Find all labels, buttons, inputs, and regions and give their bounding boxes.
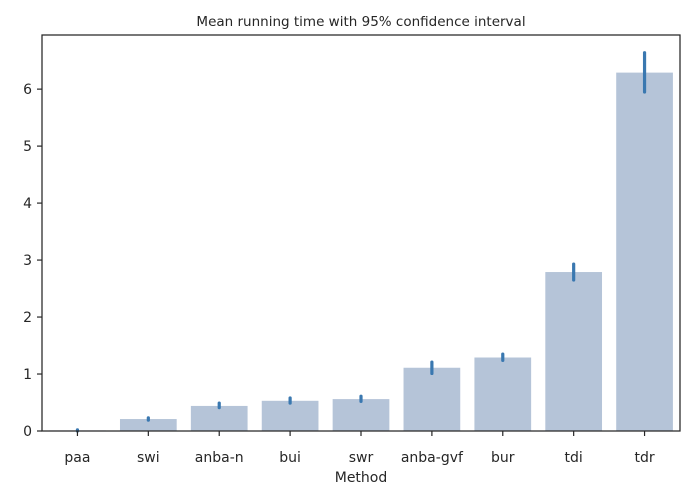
x-tick-label: bur <box>491 450 515 466</box>
x-tick-label: anba-n <box>195 450 244 466</box>
y-tick-label: 3 <box>23 253 32 269</box>
x-tick-label: swi <box>137 450 160 466</box>
error-bars-group <box>75 51 647 433</box>
y-tick-label: 5 <box>23 139 32 155</box>
bar-anba-n <box>190 405 248 431</box>
y-tick-label: 4 <box>23 196 32 212</box>
y-tick-label: 6 <box>23 82 32 98</box>
bars-group <box>49 72 673 431</box>
bar-bui <box>261 400 319 431</box>
x-tick-label: bui <box>279 450 301 466</box>
x-tick-label: tdi <box>565 450 583 466</box>
y-axis: 0 1 2 3 4 5 6 <box>23 82 42 440</box>
bar-bur <box>474 357 532 431</box>
bar-swr <box>332 399 390 431</box>
bar-tdi <box>545 272 603 431</box>
x-tick-label: anba-gvf <box>401 450 464 466</box>
y-tick-label: 0 <box>23 424 32 440</box>
bar-anba-gvf <box>403 367 461 431</box>
x-tick-label: swr <box>349 450 374 466</box>
x-tick-label: tdr <box>634 450 654 466</box>
bar-tdr <box>616 72 673 431</box>
x-tick-label: paa <box>64 450 90 466</box>
plot-frame <box>41 34 681 432</box>
y-tick-label: 2 <box>23 310 32 326</box>
bar-swi <box>119 419 177 431</box>
y-tick-label: 1 <box>23 367 32 383</box>
x-axis: paa swi anba-n bui swr anba-gvf bur tdi tdr <box>64 431 655 466</box>
x-axis-label: Method <box>335 470 388 486</box>
chart-title: Mean running time with 95% confidence in… <box>196 14 525 30</box>
